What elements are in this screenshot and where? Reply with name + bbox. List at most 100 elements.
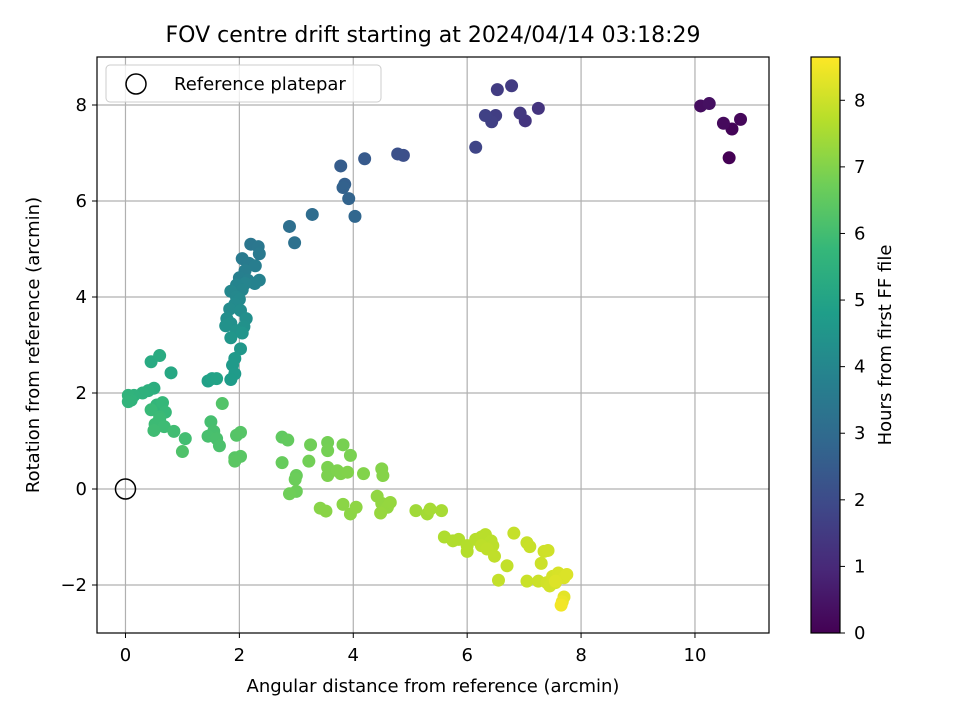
data-point <box>212 439 226 453</box>
data-point <box>541 543 555 557</box>
data-point <box>234 425 248 439</box>
data-point <box>175 445 189 459</box>
data-point <box>343 448 357 462</box>
gridlines <box>97 57 769 633</box>
data-point <box>376 469 390 483</box>
data-point <box>409 504 423 518</box>
reference-platepar-marker <box>114 478 137 500</box>
colorbar-tick-label: 8 <box>854 90 865 111</box>
legend-marker-icon <box>125 73 147 95</box>
legend: Reference platepar <box>105 64 382 103</box>
data-point <box>349 500 363 514</box>
data-point <box>460 544 474 558</box>
data-point <box>219 319 233 333</box>
data-point <box>469 140 483 154</box>
y-tick-label: 2 <box>76 383 87 404</box>
data-point <box>321 469 335 483</box>
data-point <box>144 403 158 417</box>
y-axis-label: Rotation from reference (arcmin) <box>23 197 44 493</box>
x-tick-label: 10 <box>684 645 707 666</box>
colorbar-tick-label: 7 <box>854 157 865 178</box>
data-point <box>383 495 397 509</box>
colorbar-frame <box>810 56 841 634</box>
data-point <box>147 423 161 437</box>
y-tick-label: −2 <box>60 575 87 596</box>
data-point <box>228 454 242 468</box>
data-point <box>491 573 505 587</box>
data-point <box>531 101 545 115</box>
x-tick-label: 0 <box>120 645 131 666</box>
colorbar-tick-label: 3 <box>854 423 865 444</box>
plot-frame <box>96 56 770 634</box>
data-point <box>520 574 534 588</box>
data-point <box>554 598 568 612</box>
data-point <box>336 497 350 511</box>
data-point <box>341 465 355 479</box>
data-point <box>288 472 302 486</box>
colorbar: 0 1 2 3 4 5 6 7 8 Hours from first FF file <box>810 56 896 644</box>
data-point <box>275 456 289 470</box>
data-point <box>722 151 736 165</box>
data-point <box>348 209 362 223</box>
colorbar-tick-label: 6 <box>854 223 865 244</box>
data-point <box>302 454 316 468</box>
colorbar-tick-label: 2 <box>854 490 865 511</box>
data-point <box>507 526 521 540</box>
data-point <box>121 395 135 409</box>
data-point <box>534 556 548 570</box>
data-point <box>234 342 248 356</box>
data-point <box>167 424 181 438</box>
data-point <box>702 97 716 111</box>
x-tick-label: 2 <box>234 645 245 666</box>
x-tick-label: 4 <box>348 645 359 666</box>
data-point <box>513 106 527 120</box>
colorbar-ticks: 0 1 2 3 4 5 6 7 8 <box>840 90 865 644</box>
data-point <box>391 147 405 161</box>
y-tick-label: 6 <box>76 191 87 212</box>
legend-label-reference-platepar: Reference platepar <box>174 74 346 95</box>
data-point <box>224 373 238 387</box>
y-tick-label: 4 <box>76 287 87 308</box>
data-point <box>342 192 356 206</box>
data-point <box>304 438 318 452</box>
data-point <box>336 181 350 195</box>
data-point <box>282 487 296 501</box>
data-point <box>500 559 514 573</box>
data-point <box>374 506 388 520</box>
x-axis-label: Angular distance from reference (arcmin) <box>247 676 620 697</box>
data-point <box>334 159 348 173</box>
data-point <box>358 152 372 166</box>
data-point <box>282 219 296 233</box>
data-point <box>248 259 262 273</box>
data-point <box>288 236 302 250</box>
legend-box <box>105 64 382 103</box>
x-axis-ticks: 0 2 4 6 8 10 <box>120 633 707 666</box>
data-point <box>248 277 262 291</box>
data-point <box>478 109 492 123</box>
colorbar-tick-label: 0 <box>854 623 865 644</box>
data-point <box>423 502 437 516</box>
data-point <box>357 467 371 481</box>
data-point <box>321 444 335 458</box>
colorbar-gradient <box>811 57 840 633</box>
data-point <box>319 504 333 518</box>
colorbar-tick-label: 1 <box>854 556 865 577</box>
x-tick-label: 6 <box>461 645 472 666</box>
data-point <box>505 79 519 93</box>
data-point <box>210 372 224 386</box>
data-point <box>153 349 167 363</box>
colorbar-label: Hours from first FF file <box>875 245 896 446</box>
chart-title: FOV centre drift starting at 2024/04/14 … <box>166 23 701 48</box>
data-point <box>734 112 748 126</box>
y-tick-label: 0 <box>76 479 87 500</box>
colorbar-tick-label: 4 <box>854 357 865 378</box>
data-points <box>121 79 748 612</box>
data-point <box>178 432 192 446</box>
x-tick-label: 8 <box>575 645 586 666</box>
data-point <box>488 549 502 563</box>
data-point <box>336 438 350 452</box>
data-point <box>305 207 319 221</box>
data-point <box>716 116 730 130</box>
